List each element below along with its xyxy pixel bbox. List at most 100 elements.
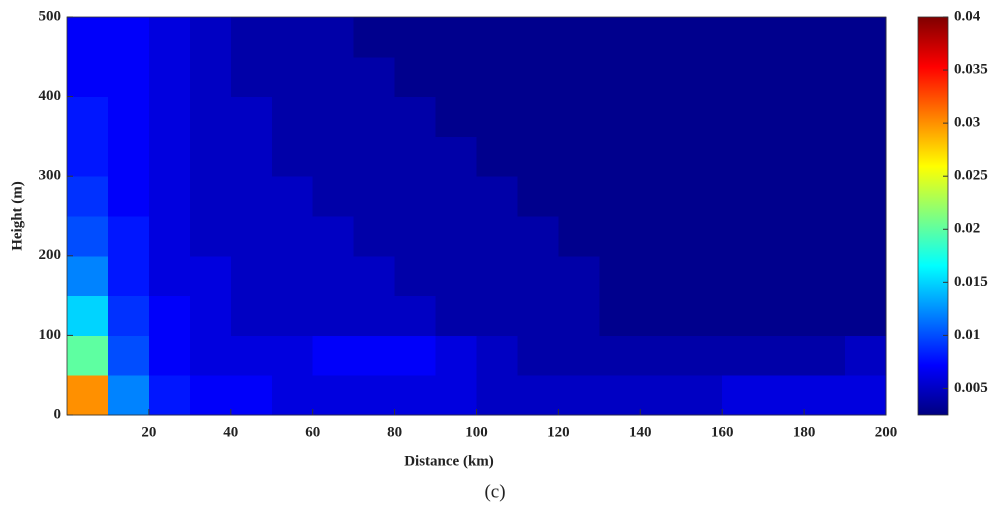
heatmap-cell bbox=[804, 295, 846, 336]
heatmap-cell bbox=[640, 375, 682, 416]
heatmap-cell bbox=[804, 176, 846, 217]
heatmap-cell bbox=[271, 96, 314, 137]
heatmap-cell bbox=[722, 375, 764, 416]
heatmap-cell bbox=[476, 176, 518, 217]
heatmap-cell bbox=[189, 96, 232, 137]
heatmap-cell bbox=[189, 176, 232, 217]
heatmap-cell bbox=[681, 255, 723, 297]
heatmap-cell bbox=[67, 375, 109, 416]
heatmap-cell bbox=[722, 176, 764, 217]
heatmap-cell bbox=[67, 295, 109, 336]
x-tick-label: 60 bbox=[305, 424, 320, 440]
heatmap-cell bbox=[435, 176, 477, 217]
heatmap-cell bbox=[558, 335, 600, 376]
x-tick-label: 120 bbox=[547, 424, 570, 440]
heatmap-cell bbox=[107, 375, 150, 416]
heatmap-cell bbox=[353, 216, 396, 257]
heatmap-cell bbox=[845, 216, 887, 257]
heatmap-cell bbox=[517, 335, 559, 376]
heatmap-cell bbox=[353, 176, 396, 217]
heatmap-cell bbox=[558, 136, 600, 177]
heatmap-cell bbox=[394, 176, 437, 217]
heatmap-cell bbox=[517, 136, 559, 177]
heatmap-cell bbox=[148, 176, 191, 217]
heatmap-cell bbox=[230, 96, 273, 137]
heatmap-cell bbox=[517, 216, 559, 257]
heatmap-cell bbox=[681, 17, 723, 58]
heatmap-cell bbox=[640, 335, 682, 376]
heatmap-cell bbox=[394, 295, 437, 336]
heatmap-cell bbox=[435, 56, 477, 98]
heatmap-cell bbox=[558, 56, 600, 98]
heatmap-cell bbox=[312, 335, 355, 376]
y-tick-label: 500 bbox=[39, 8, 62, 24]
heatmap-cell bbox=[148, 56, 191, 98]
heatmap-cell bbox=[353, 295, 396, 336]
heatmap-cell bbox=[681, 335, 723, 376]
heatmap-cell bbox=[804, 96, 846, 137]
heatmap-cell bbox=[394, 96, 437, 137]
heatmap-cell bbox=[640, 295, 682, 336]
heatmap-cell bbox=[599, 176, 641, 217]
heatmap-cell bbox=[763, 375, 805, 416]
x-tick-label: 160 bbox=[711, 424, 734, 440]
heatmap-cell bbox=[845, 56, 887, 98]
heatmap-cell bbox=[517, 255, 559, 297]
x-tick-label: 140 bbox=[629, 424, 652, 440]
heatmap-cell bbox=[640, 176, 682, 217]
heatmap-cell bbox=[148, 335, 191, 376]
colorbar bbox=[917, 16, 949, 416]
heatmap-cell bbox=[435, 17, 477, 58]
heatmap-cell bbox=[558, 17, 600, 58]
x-tick-label: 20 bbox=[141, 424, 156, 440]
heatmap-cell bbox=[517, 17, 559, 58]
heatmap-cell bbox=[312, 96, 355, 137]
heatmap-cell bbox=[353, 335, 396, 376]
heatmap-cell bbox=[722, 335, 764, 376]
heatmap-cell bbox=[558, 176, 600, 217]
heatmap-cell bbox=[312, 17, 355, 58]
heatmap-cell bbox=[189, 216, 232, 257]
heatmap-cell bbox=[67, 17, 109, 58]
heatmap-cell bbox=[435, 136, 477, 177]
heatmap-cell bbox=[681, 56, 723, 98]
heatmap-cell bbox=[67, 216, 109, 257]
heatmap-cell bbox=[845, 176, 887, 217]
heatmap-cell bbox=[558, 255, 600, 297]
heatmap-cell bbox=[353, 375, 396, 416]
heatmap-cell bbox=[476, 335, 518, 376]
heatmap-cell bbox=[312, 136, 355, 177]
heatmap-cell bbox=[640, 96, 682, 137]
heatmap-cell bbox=[271, 176, 314, 217]
heatmap-cell bbox=[107, 136, 150, 177]
heatmap-cell bbox=[435, 216, 477, 257]
heatmap-cell bbox=[804, 335, 846, 376]
heatmap-cell bbox=[271, 216, 314, 257]
heatmap-cell bbox=[435, 96, 477, 137]
heatmap-cell bbox=[476, 136, 518, 177]
heatmap-cell bbox=[763, 56, 805, 98]
heatmap-cell bbox=[271, 56, 314, 98]
heatmap-cell bbox=[517, 295, 559, 336]
heatmap-cell bbox=[230, 136, 273, 177]
x-tick-label: 200 bbox=[875, 424, 898, 440]
heatmap-cell bbox=[67, 335, 109, 376]
heatmap-cell bbox=[722, 216, 764, 257]
heatmap-cell bbox=[476, 375, 518, 416]
heatmap-cell bbox=[722, 136, 764, 177]
heatmap-cell bbox=[804, 136, 846, 177]
heatmap-cell bbox=[394, 335, 437, 376]
heatmap-cell bbox=[271, 375, 314, 416]
heatmap-cell bbox=[763, 295, 805, 336]
y-tick-label: 100 bbox=[39, 327, 62, 343]
heatmap-cell bbox=[67, 56, 109, 98]
heatmap-cell bbox=[599, 17, 641, 58]
heatmap-cell bbox=[107, 17, 150, 58]
heatmap-cell bbox=[189, 375, 232, 416]
heatmap-cell bbox=[599, 56, 641, 98]
heatmap-cell bbox=[148, 216, 191, 257]
heatmap-cell bbox=[640, 17, 682, 58]
heatmap-cell bbox=[435, 375, 477, 416]
heatmap-cell bbox=[804, 17, 846, 58]
heatmap-cell bbox=[476, 56, 518, 98]
